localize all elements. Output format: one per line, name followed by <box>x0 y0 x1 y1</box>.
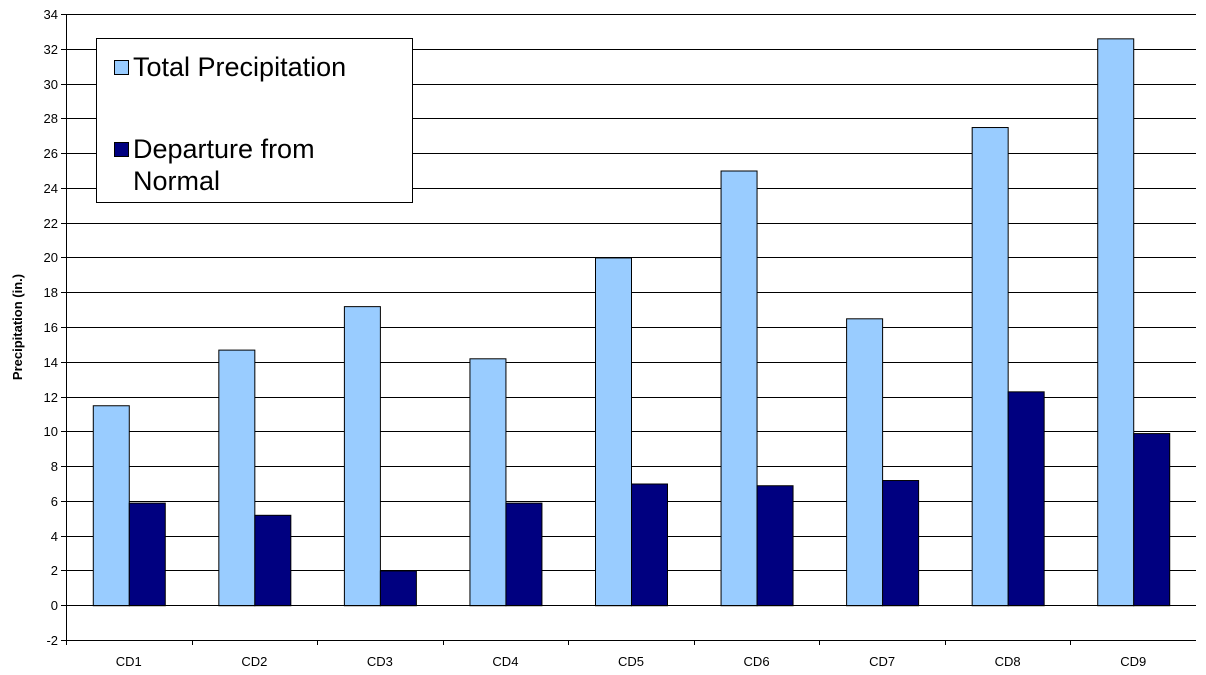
x-tick-label: CD5 <box>618 654 644 669</box>
bar-total-precipitation-cd5 <box>595 257 632 607</box>
legend-swatch-departure-from-normal <box>114 142 129 157</box>
y-tick-label: 0 <box>51 598 58 613</box>
x-tick-label: CD1 <box>116 654 142 669</box>
legend-item-total-precipitation: Total Precipitation <box>114 51 347 83</box>
y-tick-label: 26 <box>44 146 58 161</box>
y-axis-label: Precipitation (in.) <box>10 274 25 380</box>
bar-total-precipitation-cd6 <box>720 170 758 607</box>
y-tick-label: 34 <box>44 7 58 22</box>
bar-departure-from-normal-cd7 <box>882 480 920 607</box>
bars <box>92 38 1171 607</box>
x-tick-labels: CD1 CD2 CD3 CD4 CD5 CD6 CD7 CD8 CD9 <box>116 654 1146 669</box>
bar-departure-from-normal-cd2 <box>254 514 292 607</box>
axes <box>61 14 1196 645</box>
x-tick-label: CD6 <box>744 654 770 669</box>
bar-departure-from-normal-cd4 <box>505 502 543 607</box>
bar-departure-from-normal-cd3 <box>379 570 417 607</box>
legend: Total Precipitation Departure from Norma… <box>96 38 413 203</box>
bar-total-precipitation-cd9 <box>1097 38 1135 607</box>
legend-label-departure-from-normal: Departure from Normal <box>133 134 315 196</box>
bar-total-precipitation-cd1 <box>92 405 130 607</box>
x-tick-label: CD8 <box>995 654 1021 669</box>
bar-total-precipitation-cd4 <box>469 358 507 607</box>
x-tick-label: CD2 <box>241 654 267 669</box>
legend-item-departure-from-normal: Departure from Normal <box>114 133 363 197</box>
y-tick-label: -2 <box>46 633 58 648</box>
bar-departure-from-normal-cd1 <box>128 502 166 607</box>
y-tick-label: 24 <box>44 181 58 196</box>
bar-total-precipitation-cd3 <box>343 306 381 607</box>
bar-total-precipitation-cd7 <box>846 318 884 607</box>
y-tick-label: 28 <box>44 111 58 126</box>
bar-departure-from-normal-cd6 <box>756 485 794 607</box>
x-tick-label: CD7 <box>869 654 895 669</box>
y-tick-label: 16 <box>44 320 58 335</box>
y-tick-label: 32 <box>44 42 58 57</box>
y-tick-label: 30 <box>44 77 58 92</box>
y-tick-label: 10 <box>44 424 58 439</box>
bar-departure-from-normal-cd8 <box>1007 391 1045 607</box>
y-tick-label: 20 <box>44 250 58 265</box>
bar-total-precipitation-cd8 <box>971 127 1009 607</box>
legend-label-total-precipitation: Total Precipitation <box>133 52 347 82</box>
y-tick-label: 6 <box>51 494 58 509</box>
x-tick-label: CD3 <box>367 654 393 669</box>
y-tick-label: 22 <box>44 216 58 231</box>
bar-departure-from-normal-cd5 <box>631 483 668 607</box>
y-tick-label: 4 <box>51 529 58 544</box>
y-tick-label: 14 <box>44 355 58 370</box>
y-tick-label: 2 <box>51 563 58 578</box>
y-tick-label: 8 <box>51 459 58 474</box>
bar-total-precipitation-cd2 <box>218 349 256 607</box>
x-tick-label: CD4 <box>492 654 518 669</box>
y-tick-label: 18 <box>44 285 58 300</box>
y-tick-label: 12 <box>44 390 58 405</box>
x-tick-label: CD9 <box>1120 654 1146 669</box>
legend-swatch-total-precipitation <box>114 60 129 75</box>
bar-departure-from-normal-cd9 <box>1133 433 1171 607</box>
